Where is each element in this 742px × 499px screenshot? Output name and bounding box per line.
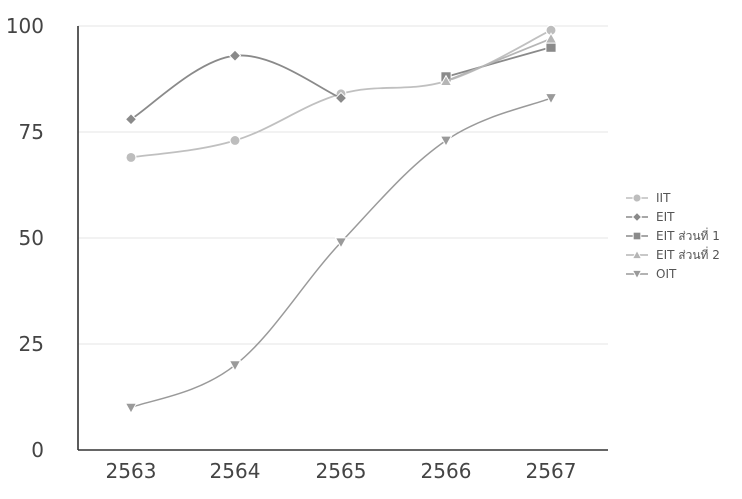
data-point: [334, 91, 348, 105]
x-tick-label: 2563: [106, 459, 157, 483]
legend-marker: [631, 249, 643, 260]
data-point: [439, 135, 453, 148]
legend-marker: [631, 211, 643, 223]
series-group: [439, 32, 558, 87]
series-line: [445, 37, 552, 82]
x-tick-label: 2566: [421, 459, 472, 483]
legend-marker: [632, 231, 642, 241]
data-point: [544, 32, 558, 44]
data-point: [125, 151, 137, 163]
y-tick-label: 50: [19, 226, 44, 250]
x-tick-label: 2564: [210, 459, 261, 483]
legend-label: EIT ส่วนที่ 1: [656, 227, 720, 243]
data-point: [124, 402, 138, 415]
x-tick-label: 2567: [526, 459, 577, 483]
series-layer: [124, 24, 558, 415]
series-group: [124, 93, 558, 415]
data-point: [334, 237, 348, 249]
y-tick-label: 100: [6, 14, 44, 38]
data-point: [545, 41, 557, 53]
data-point: [229, 135, 241, 146]
data-point: [439, 74, 453, 87]
legend-layer: IIT EIT EIT ส่วนที่ 1 EIT ส่วนที่ 2 OIT: [626, 191, 720, 281]
data-point: [228, 360, 242, 372]
legend-marker: [631, 269, 643, 280]
legend-label: OIT: [656, 267, 677, 281]
data-point: [544, 93, 558, 105]
legend-label: IIT: [656, 191, 671, 205]
y-tick-label: 0: [31, 438, 44, 462]
y-tick-label: 25: [19, 332, 44, 356]
series-line: [445, 46, 552, 78]
legend-label: EIT ส่วนที่ 2: [656, 246, 720, 262]
series-group: [124, 49, 348, 126]
x-tick-label: 2565: [316, 459, 367, 483]
data-point: [228, 49, 242, 62]
legend-label: EIT: [656, 210, 675, 224]
data-point: [124, 113, 138, 126]
y-tick-label: 75: [19, 120, 44, 144]
legend-marker: [632, 193, 642, 203]
tick-layer: 2563 2564 2565 2566 2567 0 25 50 75 100: [6, 14, 577, 483]
